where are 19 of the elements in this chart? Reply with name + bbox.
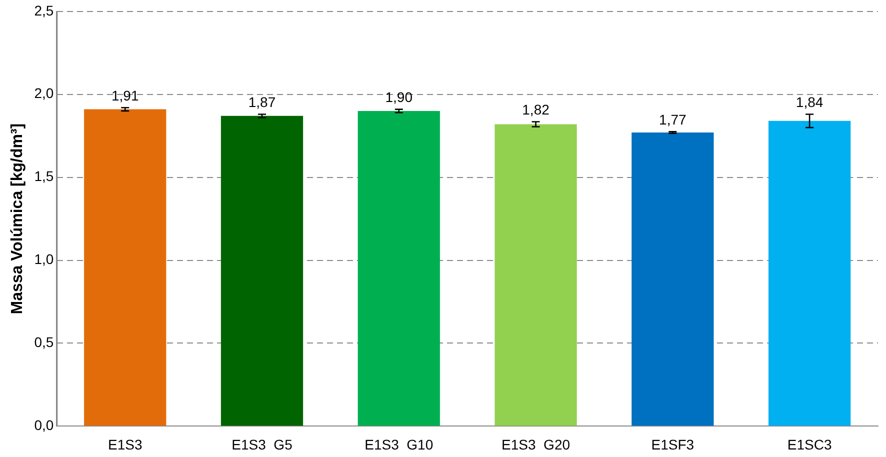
x-tick-label: E1S3 xyxy=(108,436,142,452)
x-tick-label: E1S3 G10 xyxy=(364,436,434,452)
y-tick-label: 1,5 xyxy=(34,168,54,184)
x-tick-label: E1S3 G20 xyxy=(502,436,570,452)
data-label: 1,84 xyxy=(796,94,824,110)
data-label: 1,77 xyxy=(659,112,686,128)
y-tick-label: 1,0 xyxy=(34,251,54,268)
y-tick-label: 0,0 xyxy=(34,417,54,434)
y-axis-title: Massa Volúmica [kg/dm³] xyxy=(9,123,26,314)
x-tick-label: E1S3 G5 xyxy=(232,436,293,452)
y-tick-label: 2,5 xyxy=(34,2,54,18)
data-label: 1,90 xyxy=(385,89,413,106)
y-tick-label: 2,0 xyxy=(34,85,54,102)
x-tick-label: E1SC3 xyxy=(787,436,832,452)
data-label: 1,82 xyxy=(522,102,550,118)
x-tick-label: E1SF3 xyxy=(651,436,694,452)
data-label: 1,91 xyxy=(111,87,139,104)
data-label: 1,87 xyxy=(248,94,276,110)
y-tick-label: 0,5 xyxy=(34,334,54,350)
